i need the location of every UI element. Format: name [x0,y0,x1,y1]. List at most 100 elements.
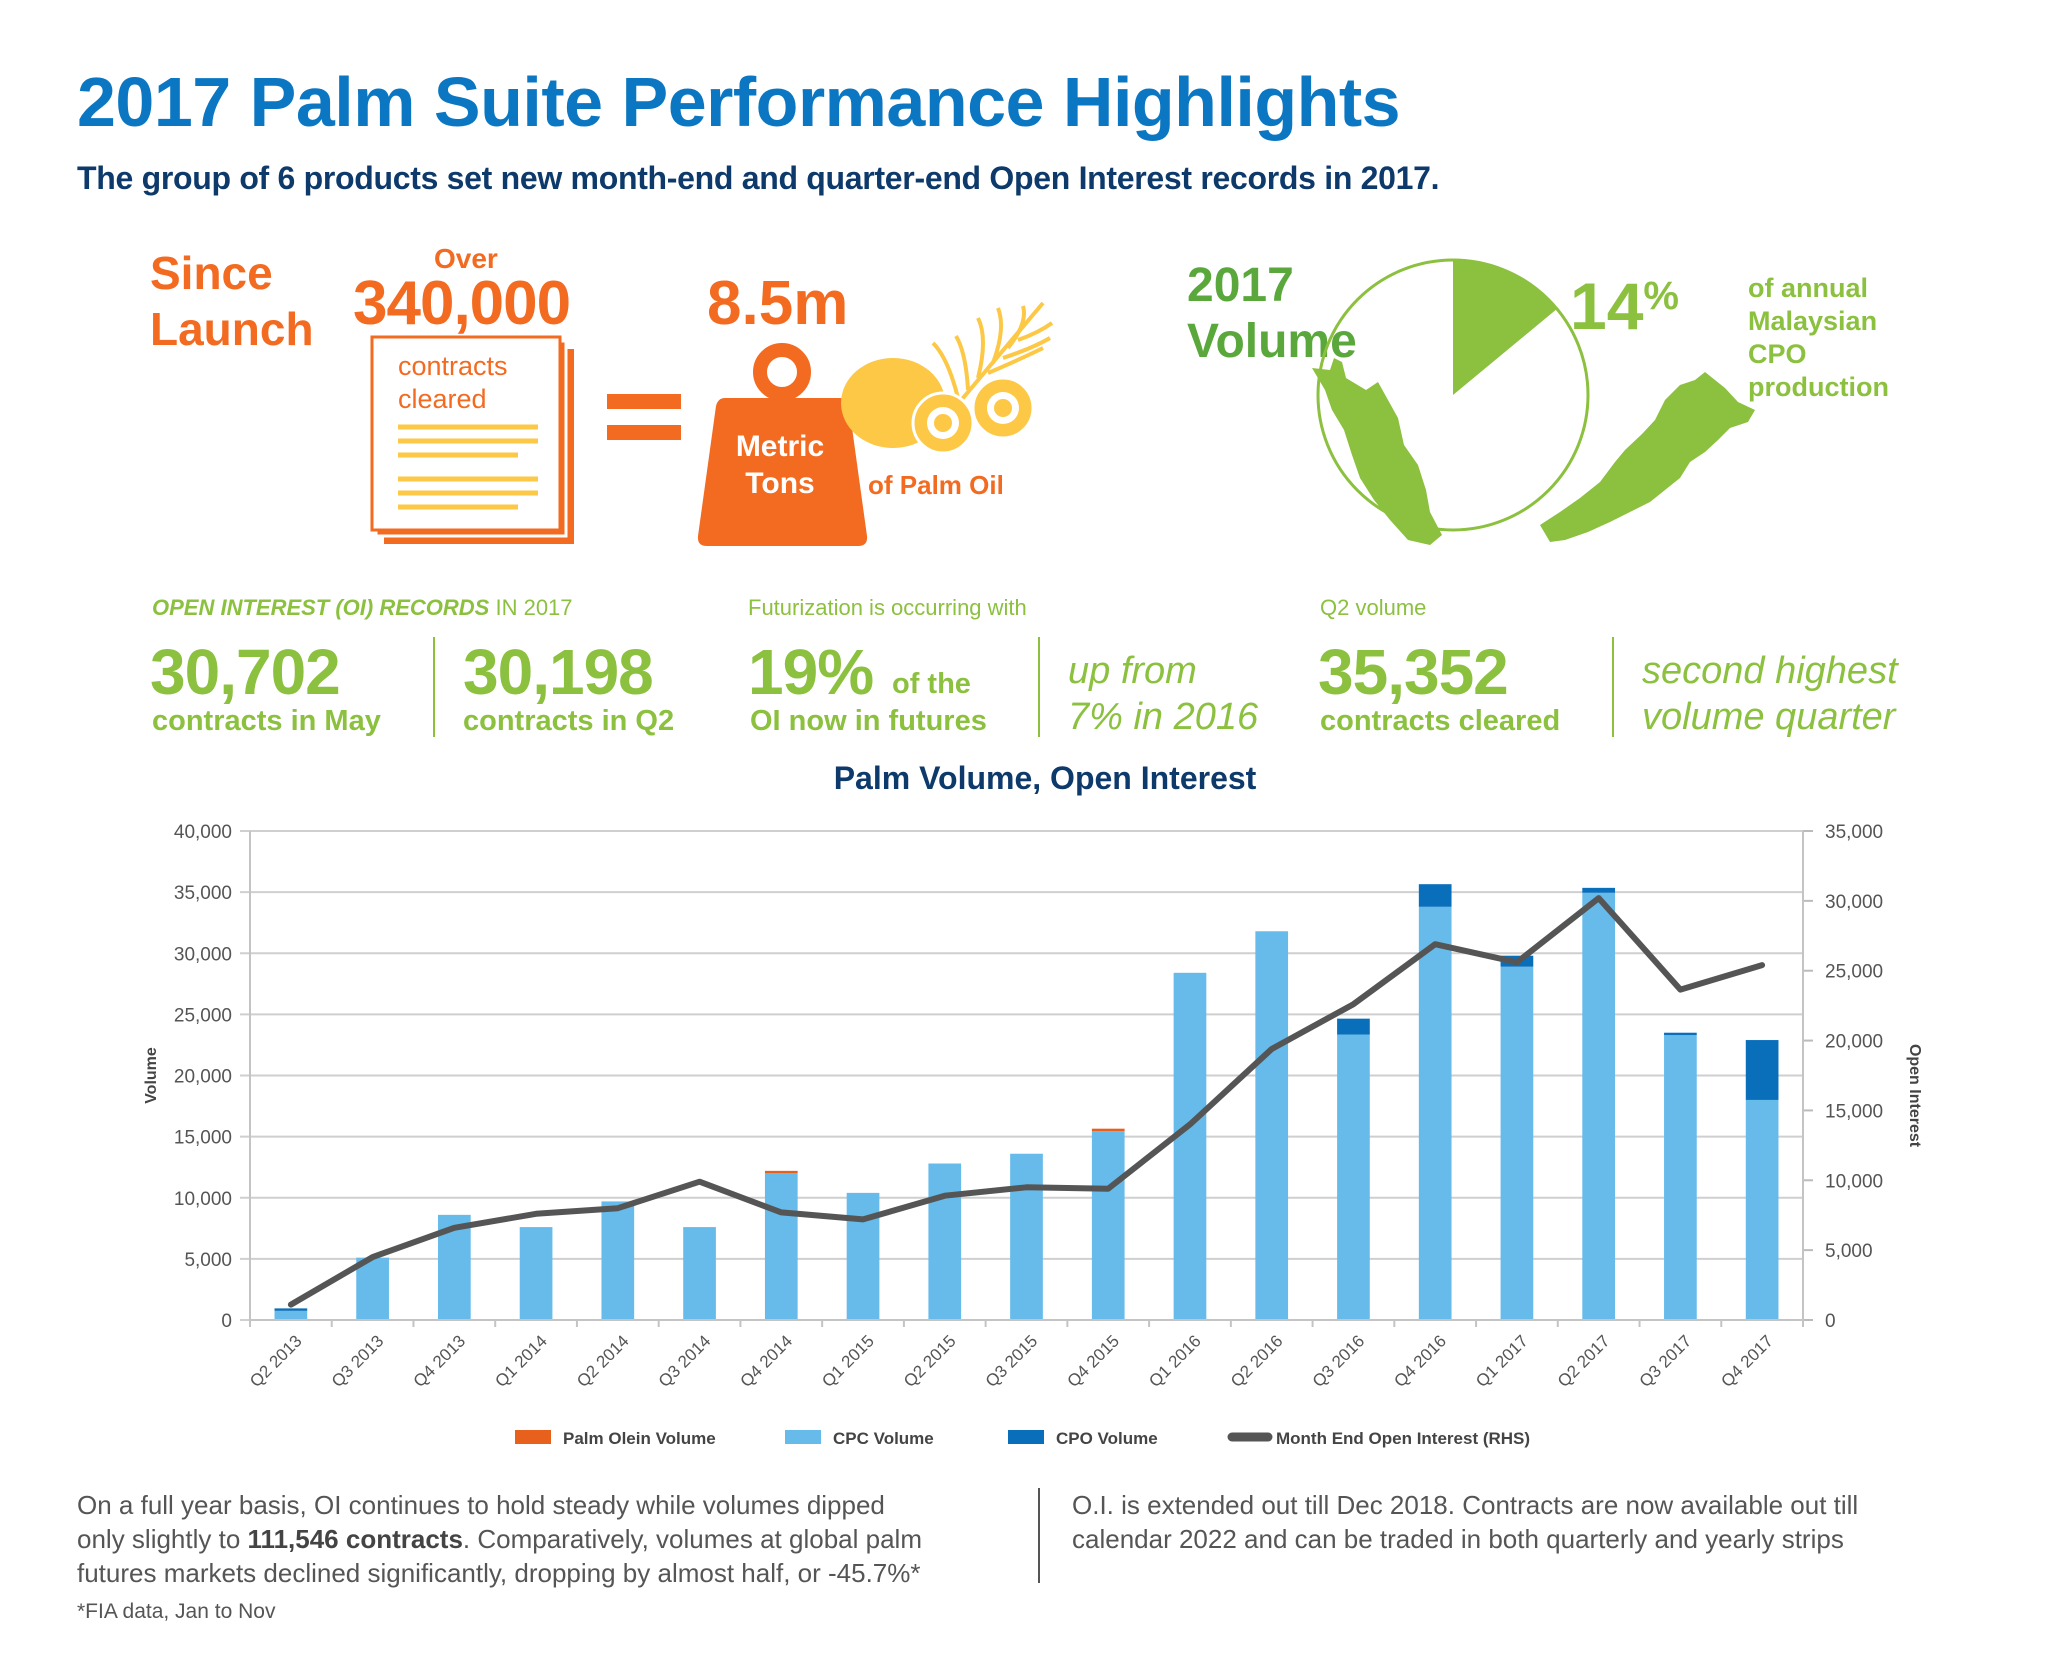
y-tick-label: 40,000 [174,822,232,843]
chart-bars [274,884,1779,1320]
page-subtitle: The group of 6 products set new month-en… [77,160,1440,196]
x-tick-label: Q1 2015 [818,1331,878,1391]
footnote: *FIA data, Jan to Nov [77,1600,276,1623]
footer-right-line1: O.I. is extended out till Dec 2018. Cont… [1072,1490,1859,1520]
bar-cpc-volume [764,1173,798,1320]
desc-line: production [1748,372,1889,402]
futurization-of: of the [892,668,971,700]
y-tick-label: 20,000 [174,1067,232,1088]
q2-note: second highest volume quarter [1642,648,1898,740]
y-tick-label: 30,000 [174,944,232,965]
x-tick-label: Q2 2013 [246,1331,306,1391]
volume-percent-description: of annual Malaysian CPO production [1748,272,1889,404]
bar-cpc-volume [1664,1035,1697,1320]
x-tick-label: Q1 2016 [1145,1331,1205,1391]
oi-records-label: OPEN INTEREST (OI) RECORDS IN 2017 [152,595,573,621]
since-launch-line1: Since [150,247,273,299]
weight-label: Metric Tons [700,428,860,502]
chart-oi-line [287,895,1766,1308]
weight-label-line1: Metric [735,430,825,463]
footer-right-text: O.I. is extended out till Dec 2018. Cont… [1072,1488,1858,1556]
x-tick-label: Q2 2017 [1554,1331,1614,1391]
text-span: . Comparatively, volumes at global palm [462,1524,922,1554]
desc-line: Malaysian [1748,306,1878,336]
x-tick-label: Q1 2017 [1472,1331,1532,1391]
contracts-cleared-value: 340,000 [353,269,571,338]
chart-legend: Palm Olein Volume CPC Volume CPO Volume Mon… [515,1429,1530,1448]
peninsular-malaysia-map [1312,358,1442,545]
bar-cpc-volume [356,1257,389,1320]
x-tick-label: Q3 2015 [982,1331,1042,1391]
document-label-line1: contracts [398,351,508,381]
volume-oi-chart: 0 5,000 10,000 15,000 20,000 25,000 30,000 35,0… [143,822,1923,1448]
bar-cpc-volume [1418,906,1452,1320]
since-launch-label: Since Launch [150,245,314,357]
x-tick-label: Q1 2014 [491,1331,551,1391]
total-contracts-bold: 111,546 contracts [247,1524,463,1554]
y2-tick-label: 0 [1825,1311,1836,1332]
divider [433,637,435,737]
percent-number: 14 [1570,269,1644,343]
document-icon [370,335,574,544]
oi-may-value: 30,702 [150,636,341,708]
bar-cpo-volume [1664,1032,1697,1036]
bar-cpc-volume [1337,1034,1370,1320]
volume-percent-value: 14% [1570,268,1679,344]
legend-label: Month End Open Interest (RHS) [1276,1429,1530,1448]
volume-2017-line1: 2017 [1187,259,1294,312]
legend-label: CPC Volume [833,1429,934,1448]
palm-fruit-icon [841,301,1054,455]
futurization-note-line1: up from [1068,650,1197,692]
metric-tons-value: 8.5m [707,269,849,338]
pie-slice-14-percent [1453,260,1557,395]
oi-q2-value: 30,198 [463,636,654,708]
bar-cpc-volume [274,1310,308,1320]
desc-line: of annual [1748,273,1868,303]
y2-tick-label: 5,000 [1825,1241,1873,1262]
document-label: contracts cleared [398,350,508,416]
bar-cpc-volume [683,1227,716,1320]
x-tick-label: Q4 2016 [1390,1331,1450,1391]
footer-left-line2: only slightly to 111,546 contracts. Comp… [77,1522,922,1556]
futurization-value: 19% [748,636,874,708]
oi-records-label-italic: OPEN INTEREST (OI) RECORDS [152,595,490,620]
futurization-sub: OI now in futures [750,705,987,737]
legend-swatch [785,1430,821,1444]
y2-tick-label: 15,000 [1825,1101,1883,1122]
bar-cpo-volume [1582,887,1616,893]
legend-swatch [515,1430,551,1444]
bar-cpo-volume [1337,1018,1370,1035]
x-tick-label: Q3 2014 [655,1331,715,1391]
x-tick-label: Q2 2014 [573,1331,633,1391]
bar-cpc-volume [1582,892,1616,1320]
futurization-note-line2: 7% in 2016 [1068,696,1259,738]
y-axis-title: Volume [143,1047,160,1104]
q2-volume-value: 35,352 [1318,636,1509,708]
x-tick-label: Q4 2013 [410,1331,470,1391]
y-tick-label: 10,000 [174,1189,232,1210]
percent-sign: % [1643,274,1679,318]
bar-cpc-volume [1173,972,1207,1320]
bar-cpc-volume [1091,1131,1125,1320]
legend-swatch [1008,1430,1044,1444]
bar-cpc-volume [846,1192,880,1320]
footer-left-line3: futures markets declined significantly, … [77,1558,921,1588]
footer-right-line2: calendar 2022 and can be traded in both … [1072,1524,1844,1554]
bar-cpc-volume [1500,966,1534,1320]
bar-cpc-volume [1745,1099,1779,1320]
q2-volume-label: Q2 volume [1320,595,1427,620]
y-tick-label: 35,000 [174,883,232,904]
footer-left-text: On a full year basis, OI continues to ho… [77,1488,922,1590]
y2-tick-label: 25,000 [1825,962,1883,983]
document-label-line2: cleared [398,384,487,414]
bar-cpc-volume [1010,1153,1043,1320]
oi-q2-sub: contracts in Q2 [463,705,675,737]
bar-palm-olein-volume [764,1170,798,1174]
q2-note-line2: volume quarter [1642,696,1896,738]
equals-icon [607,394,681,440]
bar-cpc-volume [928,1163,962,1320]
palm-oil-label: of Palm Oil [868,470,1004,500]
document-lines [398,424,538,510]
bar-cpo-volume [274,1308,308,1311]
y2-tick-label: 35,000 [1825,822,1883,843]
